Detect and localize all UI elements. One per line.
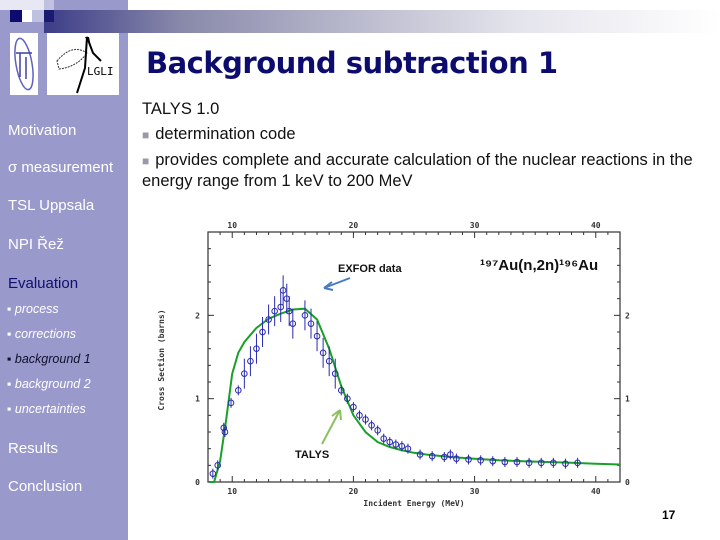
ujf-logo-icon [14, 37, 34, 91]
svg-text:10: 10 [227, 487, 237, 496]
sidebar-subitem-process[interactable]: ▪ process [7, 302, 59, 316]
sidebar-subitem-background-2[interactable]: ▪ background 2 [7, 377, 91, 391]
institute-logo-left [10, 33, 38, 95]
svg-text:10: 10 [227, 221, 237, 230]
svg-text:20: 20 [349, 221, 359, 230]
svg-text:1: 1 [195, 395, 200, 404]
svg-text:2: 2 [195, 311, 200, 320]
svg-text:30: 30 [470, 487, 480, 496]
content-text-block: TALYS 1.0 ■ determination code ■ provides … [142, 99, 717, 197]
header-gradient-bar [44, 10, 720, 33]
svg-text:30: 30 [470, 221, 480, 230]
svg-text:0: 0 [625, 478, 630, 487]
content-bullet: ■ provides complete and accurate calculat… [142, 150, 717, 193]
svg-text:20: 20 [349, 487, 359, 496]
sidebar-subitem-corrections[interactable]: ▪ corrections [7, 327, 77, 341]
sidebar-item-npi-rez[interactable]: NPI Řež [8, 236, 64, 253]
page-number: 17 [662, 508, 676, 522]
decorative-square [0, 0, 44, 10]
sidebar-item-conclusion[interactable]: Conclusion [8, 478, 83, 495]
content-heading: TALYS 1.0 [142, 100, 220, 118]
talys-label: TALYS [295, 449, 329, 461]
cgc-logo-icon: LGLI [56, 36, 114, 94]
svg-text:2: 2 [625, 311, 630, 320]
x-axis-label: Incident Energy (MeV) [363, 498, 464, 508]
svg-text:LGLI: LGLI [87, 65, 114, 78]
plot-frame [207, 231, 621, 483]
decorative-square [10, 10, 22, 22]
institute-logo-right: LGLI [47, 33, 119, 95]
exfor-arrow-icon [323, 277, 351, 289]
square-bullet-icon: ■ [142, 128, 150, 143]
sidebar-item-sigma-measurement[interactable]: σ measurement [8, 159, 114, 176]
sidebar-item-tsl-uppsala[interactable]: TSL Uppsala [8, 197, 95, 214]
decorative-square [22, 10, 32, 22]
decorative-square [44, 0, 54, 10]
slide-title: Background subtraction 1 [146, 46, 558, 80]
y-axis-label: Cross Section (barns) [156, 309, 166, 410]
square-bullet-icon: ■ [142, 153, 150, 168]
talys-arrow-icon [321, 409, 341, 445]
exfor-data-label: EXFOR data [338, 263, 402, 275]
cross-section-chart: 10 10 20 20 30 30 40 40 0 0 1 1 2 2 Incident Energy … [150, 210, 670, 510]
decorative-square [32, 10, 44, 22]
sidebar-item-motivation[interactable]: Motivation [8, 122, 77, 139]
svg-text:40: 40 [591, 221, 601, 230]
sidebar-subitem-uncertainties[interactable]: ▪ uncertainties [7, 402, 86, 416]
sidebar-item-evaluation[interactable]: Evaluation [8, 275, 79, 292]
svg-text:0: 0 [195, 478, 200, 487]
bullet-text: provides complete and accurate calculati… [142, 150, 693, 191]
bullet-text: determination code [155, 125, 296, 144]
svg-text:40: 40 [591, 487, 601, 496]
svg-text:1: 1 [625, 395, 630, 404]
reaction-label: ¹⁹⁷Au(n,2n)¹⁹⁶Au [480, 257, 598, 274]
chart-plot-area: 10 10 20 20 30 30 40 40 0 0 1 1 2 2 Incident Energy … [156, 221, 630, 508]
sidebar-item-results[interactable]: Results [8, 440, 59, 457]
content-bullet: ■ determination code [142, 124, 717, 145]
decorative-square [44, 10, 54, 22]
sidebar-subitem-background-1[interactable]: ▪ background 1 [7, 352, 91, 366]
